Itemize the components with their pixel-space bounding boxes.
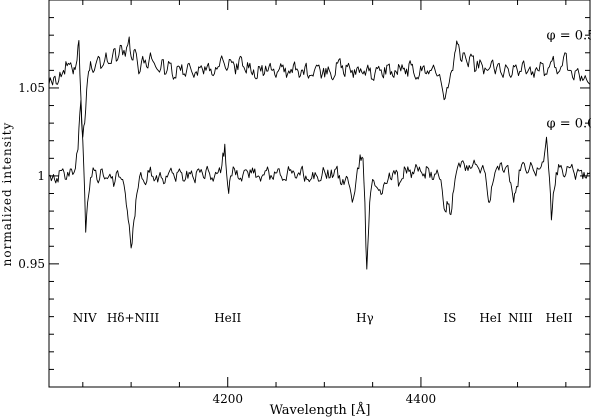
line-id-label: Hγ — [356, 311, 374, 325]
x-tick-label: 4200 — [212, 392, 243, 406]
line-id-label: IS — [443, 311, 456, 325]
y-tick-label: 0.95 — [18, 257, 45, 271]
spectrum-line-phase-0 — [48, 99, 591, 270]
line-id-label: HeII — [546, 311, 573, 325]
spectra — [48, 36, 591, 270]
y-axis-label: normalized intensity — [0, 122, 14, 267]
line-id-label: NIV — [73, 311, 97, 325]
x-axis-label: Wavelength [Å] — [270, 402, 371, 418]
axis-ticks: 4200 4400 0.95 1 1.05 — [18, 0, 590, 406]
line-id-label: Hδ+NIII — [107, 311, 160, 325]
plot-frame — [48, 0, 591, 388]
spectrum-line-phase-05 — [48, 36, 591, 138]
y-tick-label: 1.05 — [18, 81, 45, 95]
line-id-label: HeI — [479, 311, 502, 325]
x-tick-label: 4400 — [406, 392, 437, 406]
line-id-label: HeII — [214, 311, 241, 325]
phase-label: φ = 0.5 — [547, 29, 591, 44]
line-identifications: NIV Hδ+NIII HeII Hγ IS HeI NIII HeII φ = 0.5 φ = … — [73, 29, 591, 325]
phase-label: φ = 0.0 — [547, 117, 591, 132]
y-tick-label: 1 — [37, 169, 45, 183]
line-id-label: NIII — [508, 311, 533, 325]
